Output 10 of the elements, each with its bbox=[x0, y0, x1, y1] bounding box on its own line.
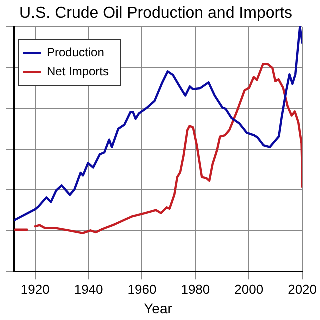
chart-title: U.S. Crude Oil Production and Imports bbox=[19, 5, 293, 22]
x-tick-label: 1980 bbox=[181, 282, 210, 297]
x-tick-label: 1940 bbox=[74, 282, 104, 297]
x-tick-label: 1920 bbox=[20, 282, 50, 297]
x-tick-label: 2020 bbox=[288, 282, 317, 297]
x-axis-title: Year bbox=[144, 300, 173, 316]
legend-label: Net Imports bbox=[47, 64, 110, 79]
x-tick-label: 2000 bbox=[234, 282, 264, 297]
legend-label: Production bbox=[47, 46, 104, 60]
x-tick-label: 1960 bbox=[128, 282, 157, 297]
